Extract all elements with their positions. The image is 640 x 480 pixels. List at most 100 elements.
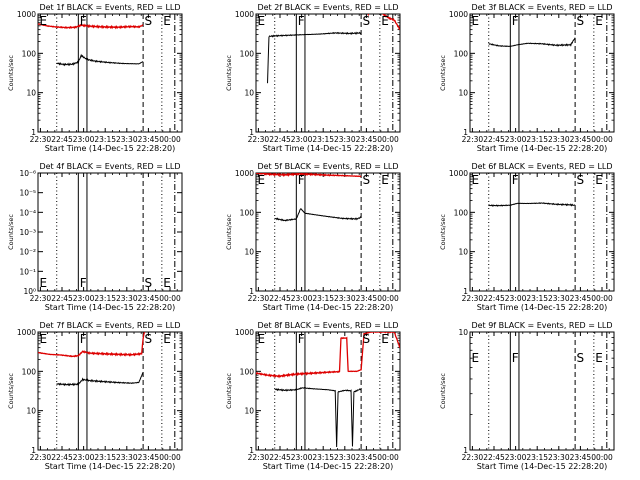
y-axis-label: Counts/sec — [439, 55, 447, 91]
x-tick-label: 00:00 — [159, 453, 181, 462]
x-tick-label: 22:30 — [462, 135, 484, 144]
phase-marker: E — [163, 276, 171, 290]
y-tick-label: 100 — [22, 49, 37, 58]
panel-title: Det 8f BLACK = Events, RED = LLD — [257, 321, 398, 330]
y-tick-label: 1000 — [449, 169, 468, 178]
y-tick-label: 1 — [249, 446, 254, 455]
x-tick-label: 23:45 — [138, 453, 160, 462]
x-axis-label: Start Time (14-Dec-15 22:28:20) — [263, 303, 394, 312]
x-tick-label: 22:45 — [483, 294, 505, 303]
x-tick-label: 23:45 — [138, 294, 160, 303]
series-events-line — [488, 202, 576, 207]
y-tick-label: 100 — [454, 49, 469, 58]
x-tick-label: 23:00 — [505, 135, 527, 144]
x-tick-label: 22:30 — [248, 135, 270, 144]
x-tick-label: 23:45 — [356, 453, 378, 462]
x-tick-label: 23:30 — [116, 453, 138, 462]
y-tick-label: 1000 — [449, 10, 468, 19]
series-lld-line — [38, 332, 146, 358]
y-tick-label: 1000 — [235, 169, 254, 178]
panel-det-8f: Det 8f BLACK = Events, RED = LLD 1 10 100 10… — [225, 321, 401, 471]
phase-marker: E — [257, 14, 265, 28]
y-tick-label: 10 — [26, 407, 36, 416]
panel-det-6f: Det 6f BLACK = Events, RED = LLD 1 10 100 10… — [439, 162, 615, 312]
plot-frame — [37, 331, 183, 451]
phase-marker: E — [163, 14, 171, 28]
phase-marker: F — [80, 276, 87, 290]
x-tick-label: 00:00 — [591, 453, 613, 462]
y-tick-label: 10 — [26, 89, 36, 98]
series-lld-line — [38, 23, 144, 30]
phase-marker: E — [595, 14, 603, 28]
x-tick-label: 00:00 — [159, 135, 181, 144]
series-events-line — [488, 37, 576, 48]
x-tick-label: 23:00 — [291, 135, 313, 144]
x-axis-label: Start Time (14-Dec-15 22:28:20) — [45, 303, 176, 312]
x-tick-label: 22:45 — [483, 453, 505, 462]
x-tick-label: 23:30 — [548, 453, 570, 462]
series-events-line — [274, 387, 362, 448]
x-tick-label: 00:00 — [377, 135, 399, 144]
plot-area — [488, 173, 608, 291]
x-tick-label: 23:00 — [73, 294, 95, 303]
y-tick-label: 10⁰ — [23, 287, 36, 296]
x-tick-label: 23:15 — [94, 135, 116, 144]
series-lld-line — [256, 332, 400, 379]
x-tick-label: 00:00 — [591, 135, 613, 144]
x-tick-label: 00:00 — [591, 294, 613, 303]
panel-det-5f: Det 5f BLACK = Events, RED = LLD 1 10 100 10… — [225, 162, 401, 312]
phase-marker: E — [39, 332, 47, 346]
x-axis-label: Start Time (14-Dec-15 22:28:20) — [477, 144, 608, 153]
phase-marker: S — [145, 332, 153, 346]
y-tick-label: 1 — [31, 446, 36, 455]
plot-area — [56, 173, 176, 291]
x-tick-label: 23:45 — [570, 294, 592, 303]
x-axis-label: Start Time (14-Dec-15 22:28:20) — [263, 462, 394, 471]
x-tick-label: 23:00 — [73, 453, 95, 462]
x-tick-label: 22:45 — [269, 294, 291, 303]
x-tick-label: 22:30 — [30, 294, 52, 303]
phase-marker: F — [512, 14, 519, 28]
panel-title: Det 2f BLACK = Events, RED = LLD — [257, 3, 398, 12]
plot-area — [488, 332, 608, 450]
panel-title: Det 4f BLACK = Events, RED = LLD — [39, 162, 180, 171]
x-tick-label: 23:30 — [548, 135, 570, 144]
y-tick-label: 10⁻⁶ — [19, 169, 36, 178]
panel-title: Det 9f BLACK = Events, RED = LLD — [471, 321, 612, 330]
y-tick-label: 100 — [240, 49, 255, 58]
panel-det-7f: Det 7f BLACK = Events, RED = LLD 1 10 100 10… — [7, 321, 183, 471]
x-tick-label: 23:00 — [505, 294, 527, 303]
series-lld-line — [256, 173, 362, 178]
panel-det-9f: Det 9f BLACK = Events, RED = LLD 1 10 Count… — [439, 321, 615, 471]
plot-frame — [37, 172, 183, 292]
panel-det-4f: Det 4f BLACK = Events, RED = LLD 10⁰ 10⁻¹ 1… — [7, 162, 183, 312]
x-tick-label: 23:15 — [312, 294, 334, 303]
y-tick-label: 10 — [244, 407, 254, 416]
x-tick-label: 23:00 — [73, 135, 95, 144]
x-tick-label: 23:45 — [138, 135, 160, 144]
phase-marker: F — [512, 173, 519, 187]
x-tick-label: 23:15 — [312, 135, 334, 144]
phase-marker: F — [80, 14, 87, 28]
x-tick-label: 23:45 — [570, 453, 592, 462]
panel-title: Det 7f BLACK = Events, RED = LLD — [39, 321, 180, 330]
panel-title: Det 6f BLACK = Events, RED = LLD — [471, 162, 612, 171]
phase-marker: E — [39, 276, 47, 290]
x-tick-label: 23:30 — [116, 135, 138, 144]
x-tick-label: 23:30 — [334, 294, 356, 303]
x-tick-label: 23:30 — [116, 294, 138, 303]
phase-marker: S — [363, 14, 371, 28]
phase-marker: S — [145, 276, 153, 290]
phase-marker: F — [512, 351, 519, 365]
y-tick-label: 1000 — [235, 10, 254, 19]
x-axis-label: Start Time (14-Dec-15 22:28:20) — [45, 144, 176, 153]
y-tick-label: 1000 — [17, 10, 36, 19]
phase-marker: S — [363, 173, 371, 187]
phase-marker: E — [381, 173, 389, 187]
panel-title: Det 5f BLACK = Events, RED = LLD — [257, 162, 398, 171]
phase-marker: E — [163, 332, 171, 346]
x-tick-label: 00:00 — [377, 453, 399, 462]
y-tick-label: 100 — [454, 208, 469, 217]
series-events-line — [267, 31, 362, 84]
